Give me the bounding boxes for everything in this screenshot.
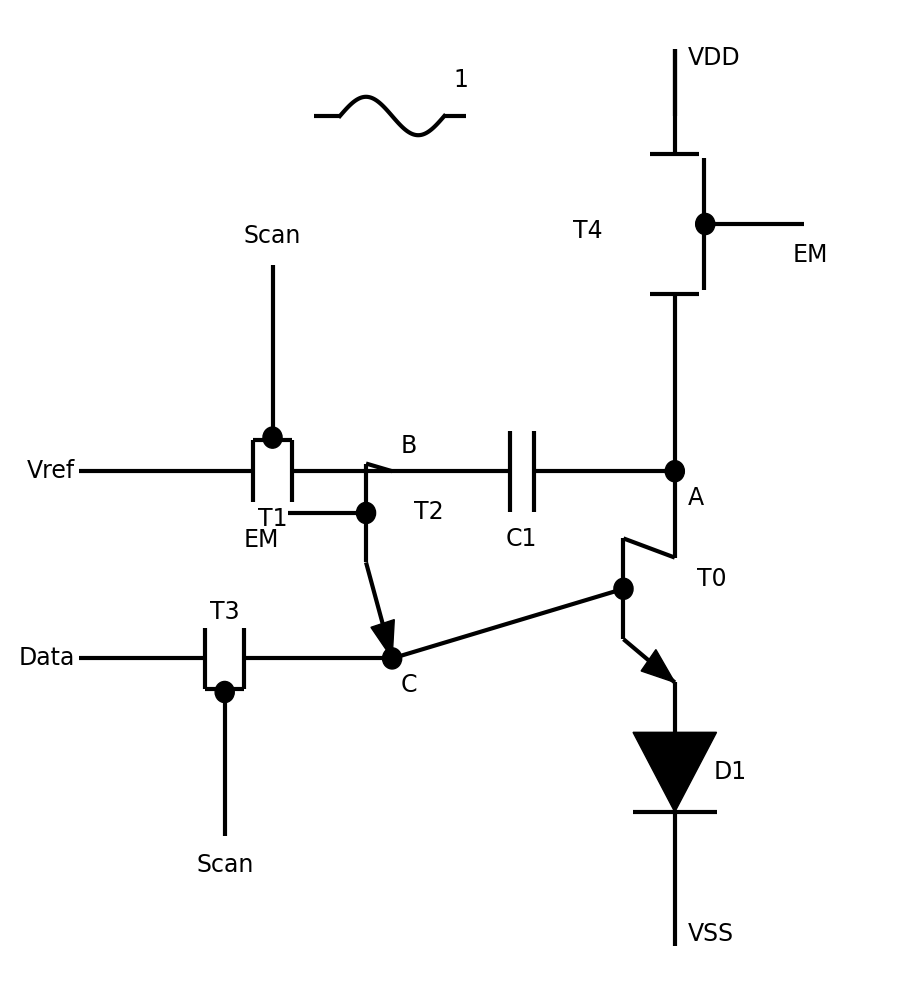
Circle shape — [696, 213, 715, 235]
Text: Scan: Scan — [244, 224, 301, 248]
Text: EM: EM — [792, 243, 827, 267]
Text: 1: 1 — [453, 68, 467, 92]
Text: B: B — [400, 434, 417, 458]
Polygon shape — [633, 732, 717, 812]
Circle shape — [382, 648, 401, 669]
Circle shape — [665, 461, 684, 482]
Text: VSS: VSS — [688, 922, 734, 946]
Text: T4: T4 — [573, 219, 602, 243]
Text: C1: C1 — [506, 527, 537, 551]
Circle shape — [356, 502, 376, 524]
Text: T1: T1 — [258, 507, 288, 531]
Text: Vref: Vref — [26, 459, 74, 483]
Circle shape — [614, 578, 633, 599]
Text: EM: EM — [244, 528, 279, 552]
Text: C: C — [400, 673, 418, 697]
Text: A: A — [688, 486, 704, 510]
Text: T2: T2 — [414, 500, 443, 524]
Text: T3: T3 — [210, 600, 240, 624]
Polygon shape — [371, 620, 394, 658]
Text: Scan: Scan — [196, 853, 254, 877]
Text: T0: T0 — [697, 567, 726, 591]
Text: D1: D1 — [714, 760, 747, 784]
Text: VDD: VDD — [688, 46, 740, 70]
Circle shape — [215, 681, 235, 703]
Polygon shape — [641, 650, 675, 682]
Circle shape — [263, 427, 282, 448]
Text: Data: Data — [18, 646, 74, 670]
